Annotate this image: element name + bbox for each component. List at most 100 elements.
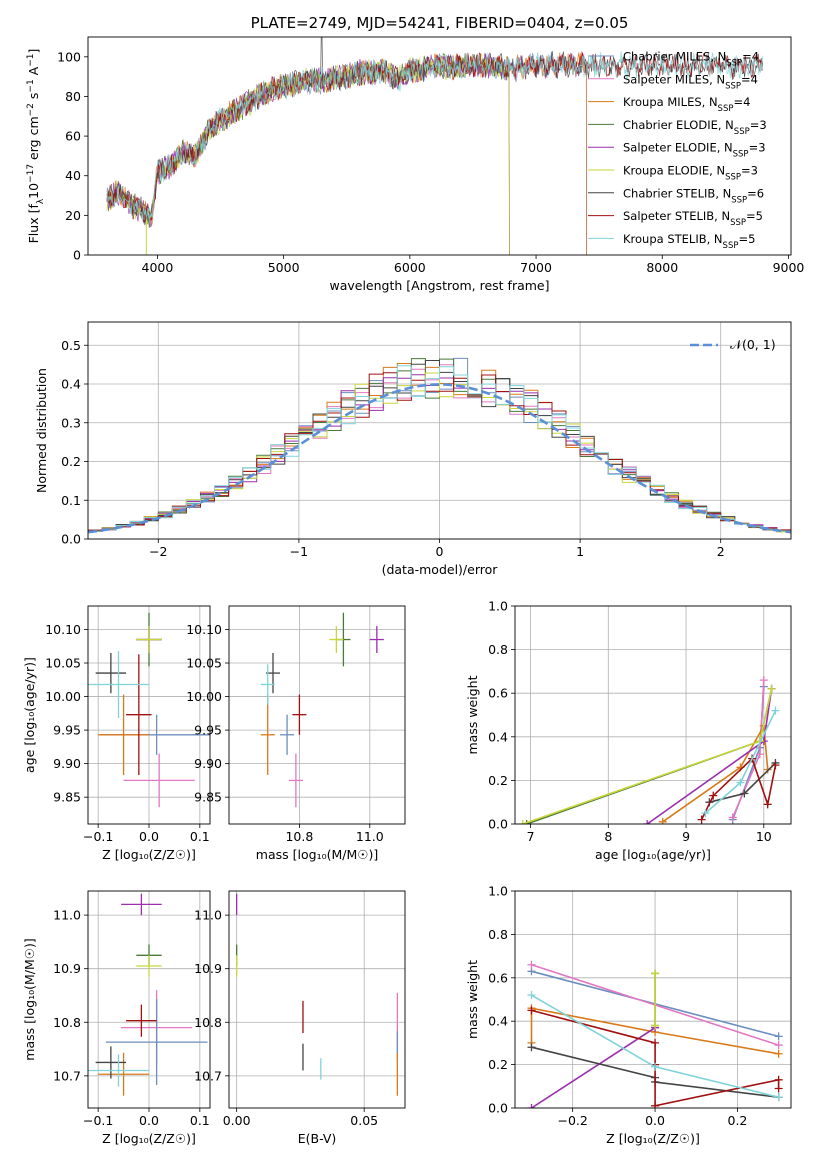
legend: 𝒩(0, 1) — [690, 337, 776, 352]
y-axis-label-part: Flux [f — [26, 204, 41, 244]
y-tick-label: 10.7 — [53, 1068, 81, 1083]
panel-residuals: −2 −1 0 1 2 0.0 0.1 0.2 0.3 0.4 0.5 (data-model)/er… — [34, 321, 792, 577]
weight-line — [530, 1007, 779, 1055]
y-tick-label: 10.05 — [186, 656, 222, 671]
weight-line — [526, 688, 773, 824]
y-tick-label: 10.00 — [186, 689, 222, 704]
plus-marker — [527, 1043, 536, 1052]
x-tick-label: 8 — [604, 829, 612, 844]
legend: Chabrier MILES, NSSP=4 Salpeter MILES, NS… — [588, 50, 767, 251]
x-tick-label: 9000 — [773, 260, 805, 275]
y-tick-label: 9.90 — [53, 756, 81, 771]
x-tick-label: 1 — [576, 544, 584, 559]
plus-marker — [522, 820, 531, 824]
chart-title: PLATE=2749, MJD=54241, FIBERID=0404, z=0… — [251, 14, 629, 32]
y-tick-label: 10.05 — [45, 656, 81, 671]
errorbar-point — [95, 652, 127, 694]
y-tick-label: 10.7 — [194, 1068, 222, 1083]
plus-marker — [728, 813, 737, 822]
y-tick-label: 9.85 — [53, 790, 81, 805]
y-tick-label: 0 — [73, 248, 81, 263]
plus-marker — [774, 1049, 783, 1058]
axes-frame — [87, 321, 792, 540]
errorbar-point — [292, 694, 307, 735]
y-tick-label: 10.8 — [194, 1015, 222, 1030]
y-axis-label: age [log₁₀(age/yr)] — [22, 657, 37, 773]
y-axis-label-part: −17 — [26, 164, 36, 183]
legend-entry: Kroupa ELODIE, NSSP=3 — [623, 164, 758, 183]
plus-marker — [709, 791, 718, 800]
plot-area — [527, 960, 783, 1108]
x-tick-label: 6000 — [394, 260, 426, 275]
y-axis-label-part: s — [26, 93, 41, 104]
errorbar-point — [136, 626, 162, 653]
errorbar-point — [88, 650, 149, 719]
x-tick-label: 0.2 — [728, 1113, 748, 1128]
plot-area — [260, 612, 384, 808]
plot-area — [88, 612, 210, 808]
plus-marker — [643, 820, 652, 824]
y-tick-label: 0.4 — [61, 377, 81, 392]
y-tick-label: 0.4 — [488, 1014, 508, 1029]
panel-z-mass: −0.1 0.0 0.1 10.7 10.8 10.9 11.0 Z [log₁₀(Z/Z☉)… — [22, 890, 211, 1146]
x-tick-label: 0.0 — [139, 1113, 159, 1128]
weight-line — [662, 723, 769, 823]
errorbar-point — [95, 1046, 127, 1079]
legend-entry: 𝒩(0, 1) — [730, 337, 776, 352]
axes-frame — [514, 605, 792, 825]
errorbar-point — [369, 626, 384, 653]
y-axis-label-part: 10 — [26, 183, 41, 199]
x-tick-label: 0.1 — [190, 829, 210, 844]
x-tick-label: 7000 — [520, 260, 552, 275]
y-tick-label: 0.0 — [61, 532, 81, 547]
x-tick-label: 9 — [682, 829, 690, 844]
y-tick-label: 10.8 — [53, 1015, 81, 1030]
y-axis-label-part: −2 — [26, 103, 36, 116]
plus-marker — [701, 809, 710, 818]
legend-entry: Chabrier STELIB, NSSP=6 — [623, 186, 764, 205]
spectrum-line — [106, 37, 764, 226]
axes-frame — [87, 605, 211, 825]
axes-frame — [228, 890, 406, 1109]
x-tick-label: 0.00 — [223, 1113, 251, 1128]
errorbar-point — [280, 714, 295, 755]
panel-ebv-mass: 0.00 0.05 10.7 10.8 10.9 11.0 E(B-V) — [194, 890, 406, 1146]
errorbar-point — [329, 626, 344, 653]
y-axis-label-part: λ — [36, 198, 46, 204]
errorbar-point — [136, 955, 162, 977]
errorbar-point — [98, 1052, 149, 1096]
errorbar-point — [260, 694, 275, 776]
y-tick-label: 40 — [65, 168, 81, 183]
y-tick-label: 10.10 — [45, 622, 81, 637]
plus-marker — [651, 969, 660, 978]
y-tick-label: 0.6 — [488, 686, 508, 701]
x-axis-label: Z [log₁₀(Z/Z☉)] — [102, 847, 196, 862]
y-tick-label: 0.2 — [488, 1057, 508, 1072]
plus-marker — [651, 1062, 660, 1071]
y-axis-label-part: −1 — [26, 54, 36, 67]
y-tick-label: 0.1 — [61, 493, 81, 508]
y-tick-label: 1.0 — [488, 599, 508, 614]
y-axis-label-part: −1 — [26, 79, 36, 92]
y-tick-label: 9.95 — [194, 723, 222, 738]
y-tick-label: 0.0 — [488, 817, 508, 832]
y-axis-label-part: A — [26, 66, 41, 79]
x-axis-label: Z [log₁₀(Z/Z☉)] — [102, 1131, 196, 1146]
y-axis-label: mass [log₁₀(M/M☉)] — [22, 938, 37, 1060]
plot-area — [106, 37, 764, 255]
x-tick-label: −2 — [149, 544, 167, 559]
x-tick-label: 0.0 — [139, 829, 159, 844]
plot-area — [518, 676, 780, 824]
plus-marker — [755, 750, 764, 759]
y-tick-label: 0.8 — [488, 927, 508, 942]
x-axis-label: mass [log₁₀(M/M☉)] — [256, 847, 378, 862]
x-tick-label: 10.8 — [285, 829, 313, 844]
plus-marker — [774, 1093, 783, 1102]
axes-frame — [514, 890, 792, 1109]
x-tick-label: 0.1 — [190, 1113, 210, 1128]
y-tick-label: 11.0 — [53, 908, 81, 923]
y-tick-label: 100 — [57, 49, 81, 64]
y-tick-label: 0.4 — [488, 729, 508, 744]
y-tick-label: 20 — [65, 208, 81, 223]
panel-z-age: −0.1 0.0 0.1 9.85 9.90 9.95 10.00 10.05 10.10 Z [… — [22, 605, 211, 862]
